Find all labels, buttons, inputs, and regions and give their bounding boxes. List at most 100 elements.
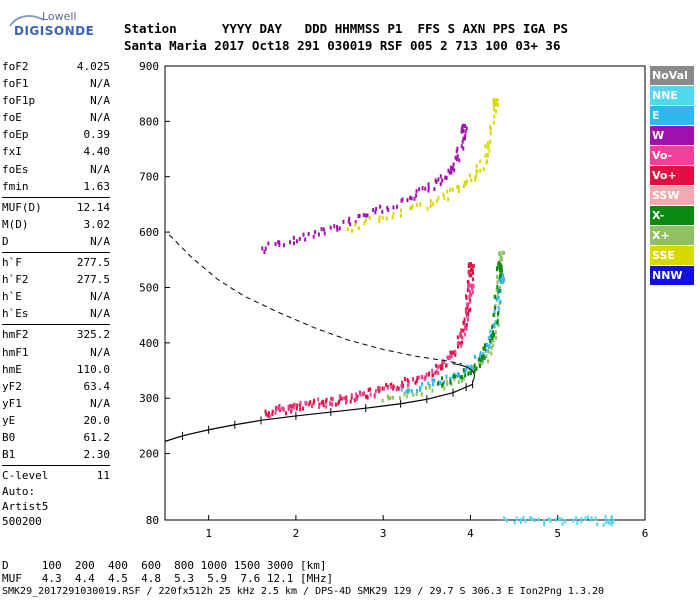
param-label: foEs <box>2 162 29 176</box>
param-value: 3.02 <box>83 217 111 231</box>
echo-point <box>466 305 469 310</box>
echo-point <box>321 399 324 404</box>
echo-point <box>480 358 483 363</box>
echo-point <box>369 387 372 392</box>
echo-point <box>381 209 384 214</box>
echo-point <box>450 353 453 358</box>
echo-point <box>448 356 451 361</box>
echo-point <box>457 379 460 384</box>
echo-point <box>482 353 485 358</box>
echo-point <box>362 213 365 218</box>
logo-swoosh-icon <box>9 15 45 27</box>
echo-point <box>467 269 470 274</box>
echo-point <box>446 355 449 360</box>
logo-digisonde-text: DIGISONDE <box>14 24 95 38</box>
echo-point <box>453 377 456 382</box>
echo-point <box>278 408 281 413</box>
echo-point <box>543 519 546 524</box>
echo-point <box>415 379 418 384</box>
echo-point <box>312 401 315 406</box>
echo-point <box>385 216 388 221</box>
echo-point <box>398 396 401 401</box>
param-label: foE <box>2 111 22 125</box>
echo-point <box>421 382 424 387</box>
echo-point <box>607 520 610 525</box>
echo-point <box>267 413 270 418</box>
echo-point <box>484 144 487 149</box>
param-row: yF1 N/A <box>2 395 110 412</box>
echo-point <box>334 402 337 407</box>
echo-point <box>485 342 488 347</box>
echo-point <box>497 295 500 300</box>
echo-point <box>490 345 493 350</box>
echo-point <box>496 284 499 289</box>
echo-point <box>462 320 465 325</box>
echo-point <box>349 399 352 404</box>
echo-point <box>464 373 467 378</box>
echo-point <box>453 168 456 173</box>
echo-point <box>490 339 493 344</box>
echo-point <box>437 365 440 370</box>
param-label: yF2 <box>2 379 22 393</box>
muf-frequency-row: MUF 4.3 4.4 4.5 4.8 5.3 5.9 7.6 12.1 [MH… <box>2 572 334 585</box>
param-value: 12.14 <box>76 200 110 214</box>
echo-point <box>492 330 495 335</box>
echo-point <box>391 395 394 400</box>
param-row: foF1p N/A <box>2 92 110 109</box>
y-tick-label: 80 <box>146 514 159 527</box>
echo-point <box>460 343 463 348</box>
echo-point <box>596 522 599 527</box>
echo-point <box>363 221 366 226</box>
echo-point <box>466 364 469 369</box>
echo-point <box>468 368 471 373</box>
echo-point <box>466 179 469 184</box>
echo-point <box>473 177 476 182</box>
echo-point <box>484 348 487 353</box>
param-row: yF2 63.4 <box>2 378 110 395</box>
param-row: M(D) 3.02 <box>2 216 110 233</box>
echo-point <box>576 521 579 526</box>
echo-point <box>281 406 284 411</box>
echo-point <box>467 302 470 307</box>
echo-point <box>440 376 443 381</box>
echo-point <box>499 285 502 290</box>
param-label: hmE <box>2 362 22 376</box>
echo-point <box>374 210 377 215</box>
echo-point <box>499 253 502 258</box>
echo-point <box>329 401 332 406</box>
echo-point <box>473 369 476 374</box>
y-tick-label: 900 <box>139 60 159 73</box>
echo-point <box>479 351 482 356</box>
echo-point <box>274 242 277 247</box>
echo-point <box>282 243 285 248</box>
echo-point <box>302 406 305 411</box>
echo-point <box>345 400 348 405</box>
echo-point <box>367 387 370 392</box>
echo-point <box>472 284 475 289</box>
y-tick-label: 700 <box>139 171 159 184</box>
echo-point <box>433 378 436 383</box>
echo-point <box>466 302 469 307</box>
echo-point <box>502 277 505 282</box>
echo-point <box>441 362 444 367</box>
echo-point <box>494 306 497 311</box>
echo-point <box>298 236 301 241</box>
header-row-labels: Station YYYY DAY DDD HHMMSS P1 FFS S AXN… <box>124 21 569 36</box>
echo-point <box>584 516 587 521</box>
echo-point <box>492 103 495 108</box>
echo-point <box>396 204 399 209</box>
echo-point <box>478 357 481 362</box>
echo-point <box>465 312 468 317</box>
param-value: 20.0 <box>83 413 111 427</box>
echo-point <box>485 354 488 359</box>
echo-point <box>339 394 342 399</box>
echo-point <box>415 202 418 207</box>
echo-point <box>436 381 439 386</box>
y-tick-label: 800 <box>139 115 159 128</box>
x-tick-label: 3 <box>380 527 387 540</box>
echo-point <box>390 385 393 390</box>
legend-item: X+ <box>650 226 694 246</box>
echo-point <box>405 389 408 394</box>
echo-point <box>447 197 450 202</box>
param-label: hmF1 <box>2 345 29 359</box>
